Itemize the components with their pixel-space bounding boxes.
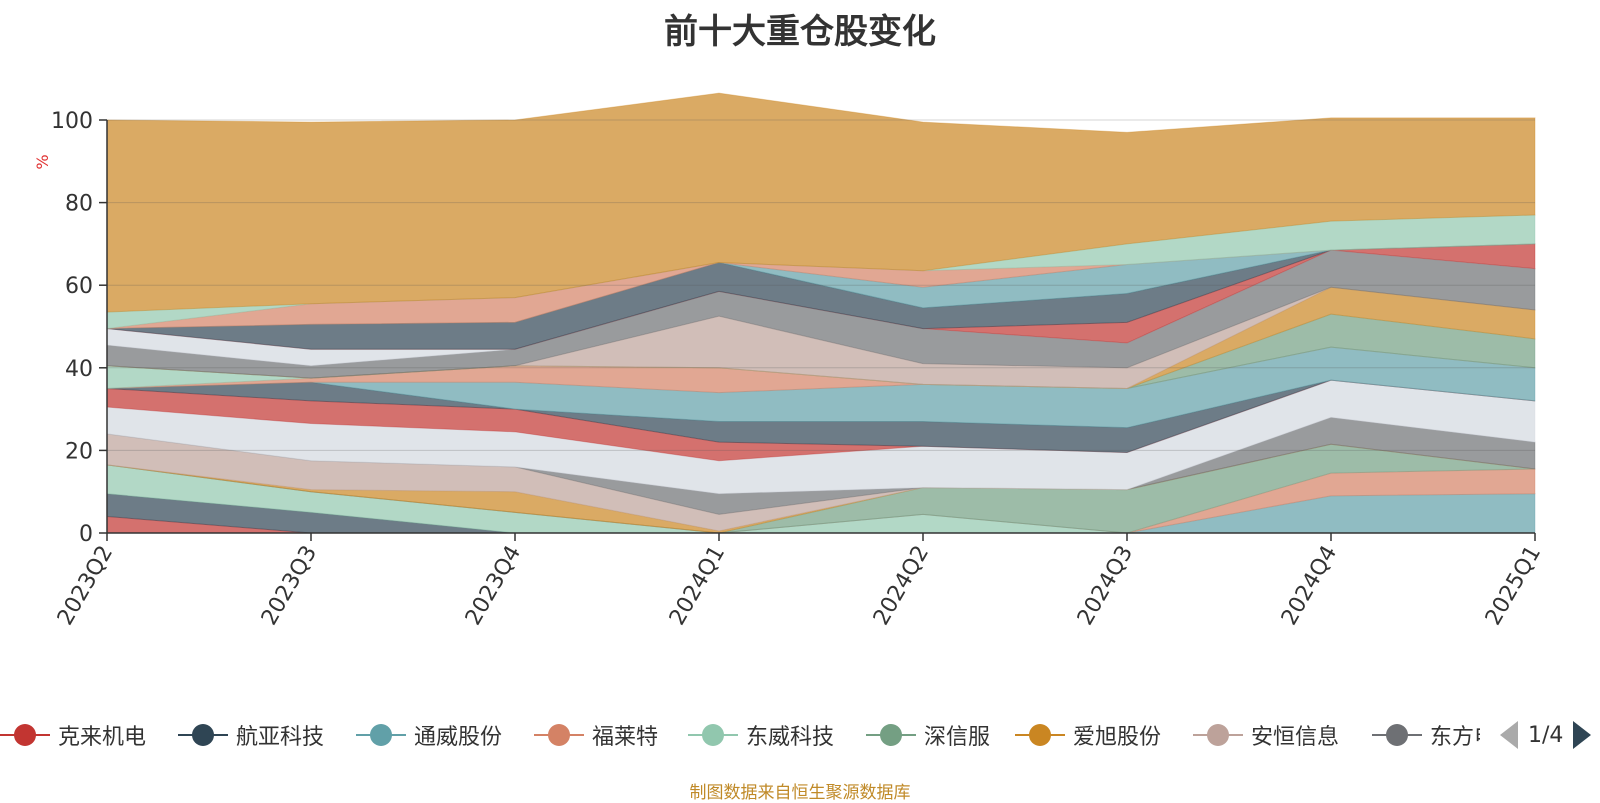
legend-label: 克来机电 [58, 725, 147, 750]
legend-marker-icon [1015, 723, 1065, 747]
legend-label: 爱旭股份 [1073, 725, 1162, 750]
area-series-18 [106, 249, 1536, 379]
legend-item[interactable]: 通威股份 [356, 715, 502, 755]
legend-marker-icon [0, 723, 50, 747]
legend-item[interactable]: 福莱特 [534, 715, 658, 755]
x-tick-label: 2024Q4 [1277, 542, 1342, 630]
legend-items: 克来机电 航亚科技 通威股份 福莱特 东威科技 深信服 爱旭股份 安恒信息 东方电 [0, 715, 1480, 755]
legend-item[interactable]: 安恒信息 [1193, 715, 1339, 755]
legend-marker-icon [866, 723, 916, 747]
legend-label: 通威股份 [414, 725, 503, 750]
legend-marker-icon [178, 723, 228, 747]
legend-item[interactable]: 爱旭股份 [1015, 715, 1161, 755]
area-series-group [106, 92, 1536, 534]
x-tick-label: 2023Q3 [257, 542, 322, 630]
area-series-12 [106, 346, 1536, 429]
y-tick-label: 60 [65, 274, 93, 299]
x-tick-label: 2024Q3 [1073, 542, 1138, 630]
pager-next-icon[interactable] [1573, 721, 1592, 749]
y-tick-label: 100 [51, 109, 93, 134]
area-series-9 [106, 379, 1536, 495]
y-tick-label: 20 [65, 439, 93, 464]
area-series-25 [106, 92, 1536, 313]
legend-label: 航亚科技 [236, 725, 325, 750]
legend-item[interactable]: 东威科技 [688, 715, 834, 755]
legend-item[interactable]: 东方电 [1372, 715, 1480, 755]
y-tick-label: 0 [79, 522, 93, 547]
area-series-7 [106, 433, 1536, 532]
legend: 克来机电 航亚科技 通威股份 福莱特 东威科技 深信服 爱旭股份 安恒信息 东方电 [0, 715, 1600, 755]
pager-prev-icon[interactable] [1500, 721, 1518, 749]
x-tick-label: 2024Q1 [665, 542, 730, 630]
legend-pager: 1/4 [1496, 715, 1600, 755]
source-note: 制图数据来自恒生聚源数据库 [689, 783, 911, 803]
legend-label: 福莱特 [592, 725, 659, 750]
legend-marker-icon [1193, 723, 1243, 747]
chart-title: 前十大重仓股变化 [664, 12, 936, 52]
x-tick-label: 2025Q1 [1481, 542, 1546, 630]
legend-marker-icon [356, 723, 406, 747]
y-tick-label: 40 [65, 357, 93, 382]
legend-item[interactable]: 深信服 [866, 715, 990, 755]
y-tick-label: 80 [65, 192, 93, 217]
legend-item[interactable]: 克来机电 [0, 715, 146, 755]
legend-label: 东威科技 [746, 725, 835, 750]
legend-label: 深信服 [924, 725, 991, 750]
x-tick-label: 2023Q4 [461, 542, 526, 630]
x-tick-label: 2024Q2 [869, 542, 934, 630]
x-tick-label: 2023Q2 [53, 542, 118, 630]
pager-indicator: 1/4 [1528, 722, 1564, 748]
legend-marker-icon [1372, 723, 1422, 747]
legend-marker-icon [688, 723, 738, 747]
x-axis: 2023Q2 2023Q3 2023Q4 2024Q1 2024Q2 2024Q3 2024… [53, 533, 1546, 630]
legend-item[interactable]: 航亚科技 [178, 715, 324, 755]
legend-label: 东方电 [1430, 725, 1480, 750]
legend-marker-icon [534, 723, 584, 747]
y-axis-label: % [33, 154, 52, 169]
legend-label: 安恒信息 [1251, 725, 1340, 750]
